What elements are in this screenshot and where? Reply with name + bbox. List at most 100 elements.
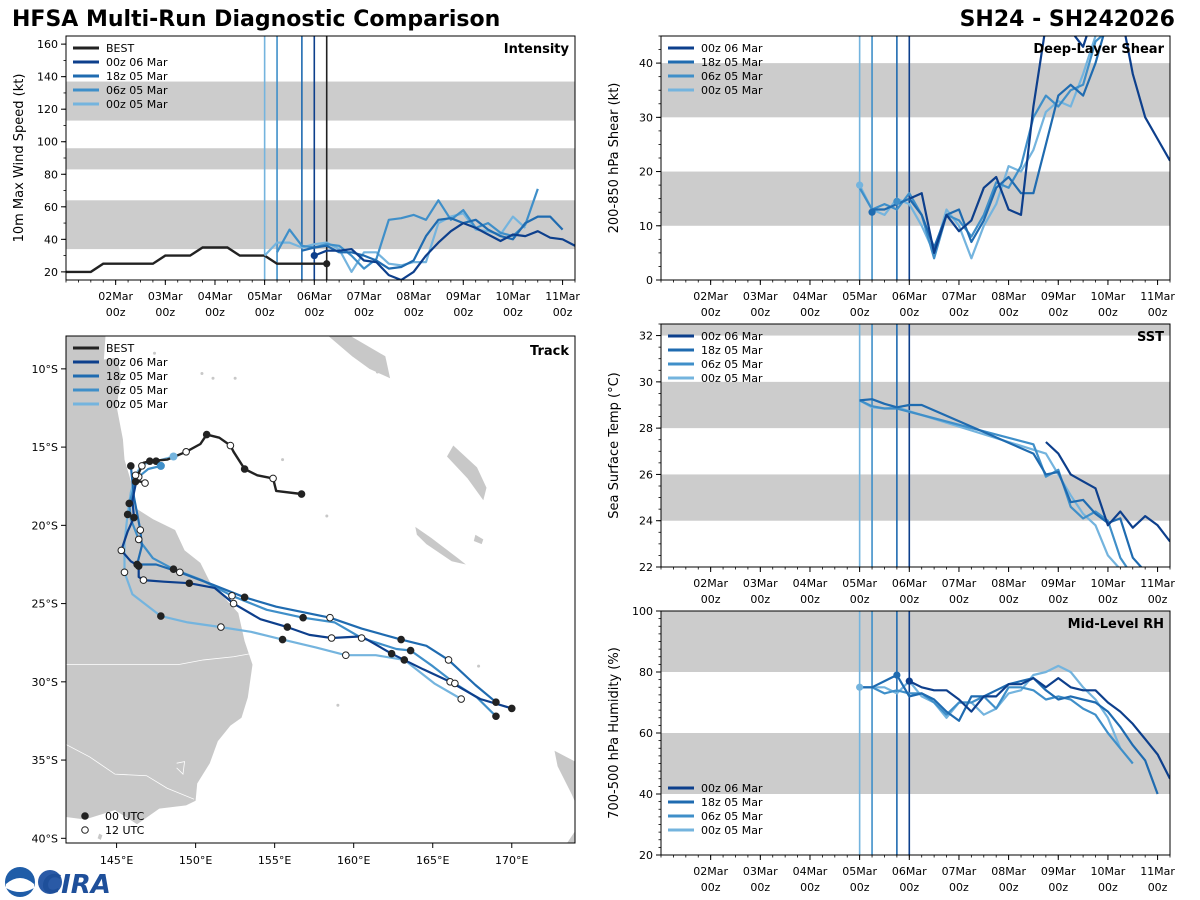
panel-sst: 22 24 26 28 30 32 02Mar 00z 03Mar 00z 04Mar 00z 05Ma… [607, 323, 1175, 606]
utc12-marker [136, 526, 145, 534]
panel-track: 145°E 150°E 155°E 160°E 165°E 170°E 10°S 15°S 20… [32, 335, 576, 867]
y-tick-label: 60 [44, 201, 58, 214]
utc00-marker [240, 465, 249, 473]
y-tick-label: 40 [639, 57, 653, 70]
utc12-marker [229, 599, 238, 608]
x-tick-label: 00z [1048, 306, 1068, 319]
legend-utc00-marker [81, 812, 89, 820]
legend-label: 06z 05 Mar [701, 358, 763, 371]
utc12-marker [134, 535, 143, 544]
x-tick-label: 00z [1148, 881, 1168, 894]
x-tick-label: 02Mar [693, 577, 728, 590]
x-tick-label: 09Mar [1041, 577, 1076, 590]
x-tick-label: 00z [1048, 881, 1068, 894]
y-tick-label: 100 [37, 136, 58, 149]
utc00-marker [283, 623, 292, 631]
utc12-marker [176, 568, 184, 577]
legend-label: 18z 05 Mar [106, 70, 168, 83]
x-tick-label: 08Mar [991, 290, 1026, 303]
legend-utc12-marker [81, 826, 89, 834]
x-tick-label: 00z [453, 306, 473, 319]
x-tick-label: 00z [899, 881, 919, 894]
y-tick-label: 80 [44, 168, 58, 181]
init-marker [169, 452, 178, 461]
y-tick-label: 120 [37, 103, 58, 116]
y-tick-label: 40°S [32, 832, 58, 845]
logo: CIRA [5, 867, 111, 900]
legend-label: 00z 06 Mar [701, 330, 763, 343]
new-zealand-north-island [554, 750, 575, 843]
x-tick-label: 00z [1148, 306, 1168, 319]
noaa-wave-icon [6, 878, 34, 892]
shaded-band [661, 324, 1170, 336]
small-island [211, 376, 215, 380]
init-marker [156, 461, 165, 470]
state-border [66, 653, 252, 666]
utc00-marker [125, 499, 134, 508]
utc12-marker [327, 634, 336, 642]
series-line [859, 686, 1134, 765]
x-tick-label: 04Mar [793, 577, 828, 590]
x-tick-label: 160°E [337, 854, 370, 867]
x-tick-label: 05Mar [247, 290, 282, 303]
legend-label: 06z 05 Mar [701, 810, 763, 823]
x-tick-label: 10Mar [1091, 865, 1126, 878]
y-tick-label: 30 [639, 376, 653, 389]
small-island [179, 598, 183, 602]
x-tick-label: 00z [1098, 881, 1118, 894]
plot-area [661, 611, 1170, 855]
legend-label: 06z 05 Mar [701, 70, 763, 83]
x-tick-label: 00z [949, 593, 969, 606]
x-tick-label: 06Mar [892, 577, 927, 590]
x-tick-label: 06Mar [892, 290, 927, 303]
x-tick-label: 00z [304, 306, 324, 319]
small-island [477, 664, 481, 668]
x-tick-label: 07Mar [942, 577, 977, 590]
x-tick-label: 11Mar [1140, 865, 1175, 878]
x-tick-label: 11Mar [1140, 577, 1175, 590]
x-tick-label: 170°E [495, 854, 528, 867]
x-tick-label: 04Mar [198, 290, 233, 303]
shaded-band [66, 200, 575, 250]
series-line [859, 399, 1128, 567]
state-border [66, 744, 195, 800]
y-tick-label: 32 [639, 330, 653, 343]
utc12-marker [457, 695, 465, 703]
y-tick-label: 100 [632, 605, 653, 618]
x-tick-label: 00z [850, 593, 870, 606]
x-tick-label: 03Mar [743, 577, 778, 590]
x-tick-label: 03Mar [148, 290, 183, 303]
map-frame [65, 335, 576, 844]
x-tick-label: 00z [800, 593, 820, 606]
panel-title: Track [530, 344, 569, 359]
utc12-marker [451, 679, 459, 688]
y-tick-label: 35°S [32, 754, 58, 767]
x-tick-label: 11Mar [1140, 290, 1175, 303]
x-tick-label: 06Mar [892, 865, 927, 878]
y-tick-label: 28 [639, 422, 653, 435]
utc00-marker [240, 593, 249, 602]
utc00-marker [145, 457, 154, 465]
x-tick-label: 05Mar [842, 865, 877, 878]
y-tick-label: 26 [639, 468, 653, 481]
figure-title: HFSA Multi-Run Diagnostic Comparison [12, 7, 501, 32]
x-tick-label: 00z [255, 306, 275, 319]
utc12-marker [228, 591, 236, 600]
x-tick-label: 00z [354, 306, 374, 319]
y-tick-label: 22 [639, 561, 653, 574]
x-tick-label: 05Mar [842, 290, 877, 303]
utc12-marker [217, 623, 225, 631]
small-island [325, 514, 329, 518]
small-island [281, 458, 285, 462]
legend-label: 00z 05 Mar [106, 398, 168, 411]
series-line [859, 398, 1143, 567]
init-marker [856, 683, 864, 691]
x-tick-label: 00z [800, 881, 820, 894]
storm-id: SH24 - SH242026 [959, 7, 1175, 32]
legend-label: 00z 05 Mar [701, 824, 763, 837]
x-tick-label: 04Mar [793, 290, 828, 303]
y-tick-label: 10°S [32, 363, 58, 376]
y-tick-label: 20 [639, 849, 653, 862]
utc12-marker [326, 613, 334, 622]
shaded-band [661, 171, 1170, 226]
